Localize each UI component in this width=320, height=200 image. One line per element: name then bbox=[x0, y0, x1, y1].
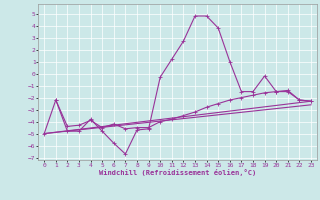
X-axis label: Windchill (Refroidissement éolien,°C): Windchill (Refroidissement éolien,°C) bbox=[99, 169, 256, 176]
